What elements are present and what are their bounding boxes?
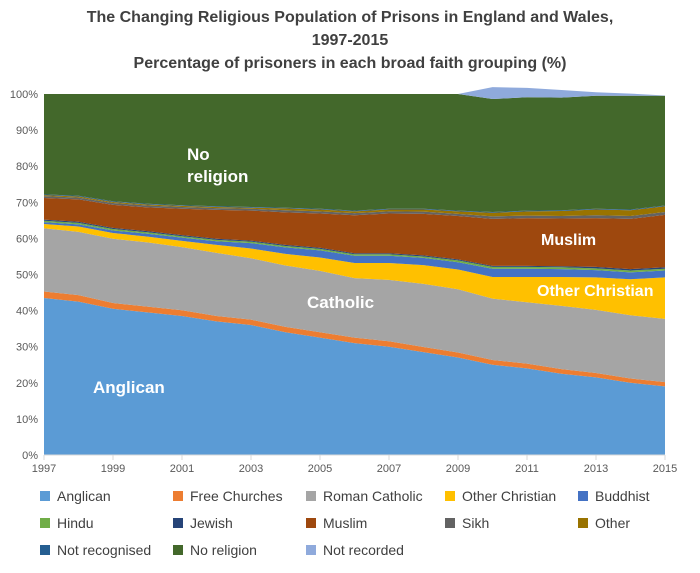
area-free-churches — [44, 291, 665, 387]
legend-label: Hindu — [57, 515, 94, 531]
x-tick-label: 2003 — [239, 463, 263, 475]
legend-swatch — [578, 491, 588, 501]
chart-title-line-3: Percentage of prisoners in each broad fa… — [133, 55, 567, 72]
legend-label: Not recognised — [57, 542, 152, 558]
legend-label: Muslim — [323, 515, 368, 531]
y-tick-label: 10% — [16, 414, 38, 426]
legend-label: Not recorded — [323, 542, 404, 558]
x-tick-label: 1999 — [101, 463, 125, 475]
x-tick-label: 2001 — [170, 463, 194, 475]
inline-label-other-christian: Other Christian — [537, 283, 653, 300]
chart-title: The Changing Religious Population of Pri… — [0, 6, 700, 75]
legend-label: No religion — [190, 542, 257, 558]
legend-item-muslim: Muslim — [306, 515, 367, 531]
y-tick-label: 100% — [10, 89, 38, 101]
legend-item-free-churches: Free Churches — [173, 488, 283, 504]
legend-swatch — [40, 491, 50, 501]
area-roman-catholic — [44, 228, 665, 383]
area-sikh — [44, 196, 665, 219]
legend-swatch — [445, 491, 455, 501]
y-tick-label: 60% — [16, 233, 38, 245]
area-no-religion — [44, 94, 665, 213]
inline-label-catholic: Catholic — [307, 293, 374, 312]
legend-label: Jewish — [190, 515, 233, 531]
x-tick-label: 2015 — [653, 463, 677, 475]
inline-label-no-religion: No religion — [187, 145, 248, 186]
legend-item-not-recognised: Not recognised — [40, 542, 151, 558]
legend-item-jewish: Jewish — [173, 515, 233, 531]
area-muslim — [44, 197, 665, 270]
legend-item-roman-catholic: Roman Catholic — [306, 488, 423, 504]
area-other — [44, 195, 665, 217]
legend-label: Other — [595, 515, 631, 531]
y-tick-label: 90% — [16, 125, 38, 137]
legend-swatch — [306, 518, 316, 528]
legend-swatch — [306, 491, 316, 501]
legend-item-buddhist: Buddhist — [578, 488, 649, 504]
legend-swatch — [40, 545, 50, 555]
y-tick-label: 40% — [16, 306, 38, 318]
legend-item-hindu: Hindu — [40, 515, 94, 531]
x-tick-label: 2009 — [446, 463, 470, 475]
legend-label: Free Churches — [190, 488, 283, 504]
legend-swatch — [578, 518, 588, 528]
legend-swatch — [40, 518, 50, 528]
y-tick-label: 30% — [16, 342, 38, 354]
legend-swatch — [306, 545, 316, 555]
x-tick-label: 2013 — [584, 463, 608, 475]
x-tick-label: 2007 — [377, 463, 401, 475]
legend-item-other-christian: Other Christian — [445, 488, 556, 504]
legend-swatch — [173, 491, 183, 501]
legend-swatch — [173, 518, 183, 528]
legend-item-other: Other — [578, 515, 630, 531]
area-not-recorded — [44, 87, 665, 100]
y-tick-label: 80% — [16, 161, 38, 173]
inline-label-muslim: Muslim — [541, 232, 596, 249]
legend-label: Roman Catholic — [323, 488, 423, 504]
area-other-christian — [44, 223, 665, 319]
x-tick-label: 2011 — [515, 463, 539, 475]
y-tick-label: 0% — [22, 450, 38, 462]
legend-label: Other Christian — [462, 488, 557, 504]
chart-title-line-1: The Changing Religious Population of Pri… — [86, 9, 614, 26]
legend-swatch — [173, 545, 183, 555]
legend-swatch — [445, 518, 455, 528]
x-tick-label: 2005 — [308, 463, 332, 475]
chart-title-line-2: 1997-2015 — [311, 32, 389, 49]
area-anglican — [44, 297, 665, 455]
legend-item-anglican: Anglican — [40, 488, 111, 504]
legend-label: Anglican — [57, 488, 111, 504]
x-tick-label: 1997 — [32, 463, 56, 475]
y-tick-label: 20% — [16, 378, 38, 390]
inline-label-anglican: Anglican — [93, 378, 165, 397]
y-tick-label: 70% — [16, 197, 38, 209]
legend-item-no-religion: No religion — [173, 542, 257, 558]
legend-item-sikh: Sikh — [445, 515, 489, 531]
legend-label: Sikh — [462, 515, 490, 531]
y-tick-label: 50% — [16, 270, 38, 282]
legend-label: Buddhist — [595, 488, 650, 504]
area-buddhist — [44, 222, 665, 280]
legend-item-not-recorded: Not recorded — [306, 542, 404, 558]
